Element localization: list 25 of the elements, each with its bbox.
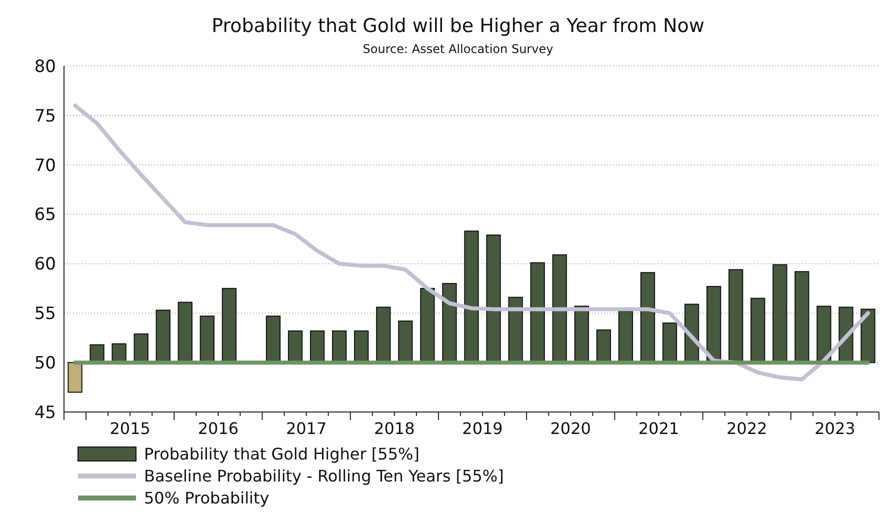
legend-label: Probability that Gold Higher [55%] xyxy=(144,444,420,464)
x-tick-label: 2015 xyxy=(110,419,150,438)
y-tick-label: 75 xyxy=(34,106,56,126)
y-tick-label: 50 xyxy=(34,354,56,374)
x-tick-label: 2022 xyxy=(726,419,768,438)
y-tick-label: 80 xyxy=(34,56,56,77)
bar xyxy=(68,362,82,393)
line-series xyxy=(73,104,870,382)
chart-title: Probability that Gold will be Higher a Year from Now xyxy=(212,15,704,37)
x-tick-label: 2018 xyxy=(374,419,415,438)
y-tick-label: 60 xyxy=(34,254,56,275)
x-tick-label: 2020 xyxy=(550,419,591,438)
legend-label: Baseline Probability - Rolling Ten Years [55%] xyxy=(144,466,504,486)
y-tick-label: 65 xyxy=(34,205,56,226)
x-tick-label: 2017 xyxy=(286,419,327,438)
chart-subtitle: Source: Asset Allocation Survey xyxy=(362,42,554,56)
x-tick-label: 2023 xyxy=(814,419,856,438)
x-tick-label: 2019 xyxy=(462,419,503,438)
y-tick-label: 70 xyxy=(34,156,56,176)
y-tick-label: 45 xyxy=(34,402,56,423)
x-tick-label: 2016 xyxy=(198,419,239,438)
legend-label: 50% Probability xyxy=(144,488,270,508)
y-tick-label: 55 xyxy=(34,304,56,324)
x-tick-label: 2021 xyxy=(638,419,680,438)
bar xyxy=(860,308,876,364)
